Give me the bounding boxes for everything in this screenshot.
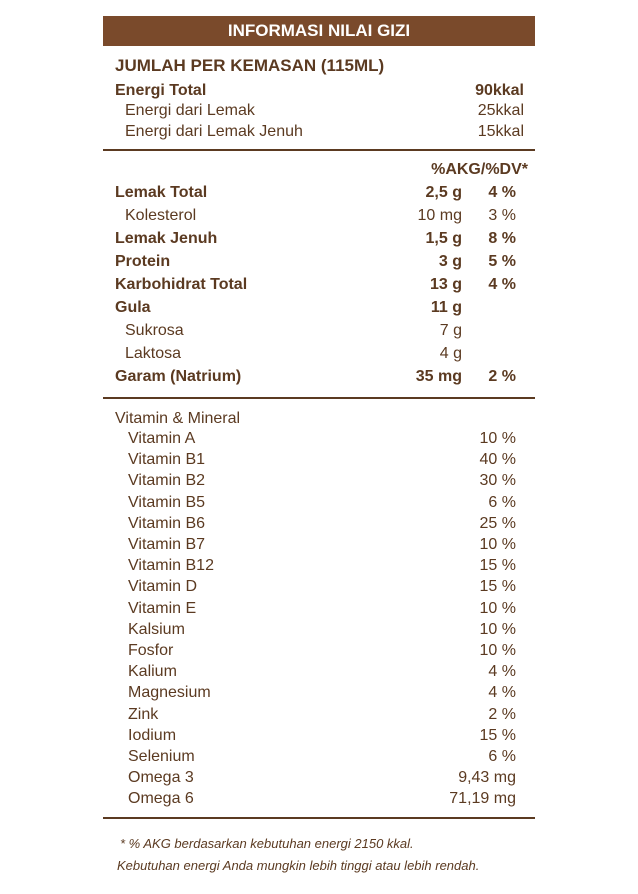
vitamin-value: 25 % [479, 514, 516, 532]
energy-label: Energi Total [115, 82, 207, 99]
vitamin-name: Selenium [128, 748, 195, 765]
vitamin-value: 71,19 mg [449, 790, 516, 808]
nutrient-amount: 35 mg [415, 368, 462, 385]
vitamin-value: 10 % [479, 430, 516, 447]
vitamin-value: 2 % [488, 705, 516, 723]
serving: JUMLAH PER KEMASAN (115ML) [115, 56, 385, 75]
divider [103, 149, 535, 151]
nutrient-name: Karbohidrat Total [115, 276, 248, 293]
vitamin-value: 9,43 mg [458, 769, 516, 787]
vitamin-name: Fosfor [128, 642, 174, 659]
divider [103, 397, 535, 399]
vitamin-name: Magnesium [128, 684, 211, 702]
vitamin-value: 40 % [479, 451, 516, 469]
vitamin-name: Vitamin B7 [128, 536, 206, 553]
vitamin-value: 6 % [488, 493, 516, 511]
title: INFORMASI NILAI GIZI [227, 21, 411, 40]
nutrient-percent: 8 % [488, 230, 516, 247]
vitamin-value: 4 % [488, 684, 516, 702]
header-bar [103, 16, 535, 46]
divider [103, 817, 535, 819]
nutrient-amount: 2,5 g [425, 184, 462, 201]
nutrient-name: Kolesterol [125, 207, 197, 224]
vitamin-value: 4 % [488, 663, 516, 681]
vitamin-value: 10 % [479, 536, 516, 553]
vitamin-name: Kalsium [128, 620, 185, 638]
vitamin-value: 15 % [479, 726, 516, 744]
nutrient-name: Lemak Total [115, 184, 208, 201]
nutrient-name: Protein [115, 253, 171, 270]
nutrient-name: Gula [115, 299, 151, 316]
vitamin-value: 10 % [479, 620, 516, 638]
nutrient-percent: 4 % [488, 276, 516, 293]
nutrient-percent: 5 % [488, 253, 516, 270]
nutrient-amount: 7 g [439, 322, 462, 339]
nutrient-percent: 2 % [488, 368, 516, 385]
vitamin-name: Vitamin E [128, 599, 197, 617]
vitamin-name: Vitamin B12 [128, 557, 214, 575]
vitamin-name: Iodium [128, 726, 177, 744]
nutrient-name: Laktosa [125, 345, 182, 362]
nutrient-amount: 4 g [439, 345, 462, 362]
vitamin-name: Vitamin B6 [128, 514, 206, 532]
vitamin-value: 6 % [488, 748, 516, 765]
nutrient-amount: 1,5 g [425, 230, 462, 247]
nutrient-amount: 13 g [429, 276, 462, 293]
nutrient-name: Lemak Jenuh [115, 230, 218, 247]
vitamin-name: Kalium [128, 663, 177, 681]
energy-label: Energi dari Lemak Jenuh [125, 123, 303, 140]
vitamin-title: Vitamin & Mineral [115, 410, 241, 427]
nutrient-amount: 10 mg [417, 207, 462, 224]
vitamin-name: Vitamin B5 [128, 493, 206, 511]
nutrient-name: Sukrosa [125, 322, 184, 339]
vitamin-value: 15 % [479, 557, 516, 575]
energy-value: 25kkal [477, 102, 524, 119]
vitamin-name: Zink [128, 705, 159, 723]
energy-value: 90kkal [475, 82, 524, 99]
vitamin-value: 30 % [479, 472, 516, 490]
nutrient-percent: 3 % [488, 207, 516, 224]
nutrient-name: Garam (Natrium) [115, 368, 242, 385]
footnote: Kebutuhan energi Anda mungkin lebih ting… [117, 858, 480, 873]
energy-value: 15kkal [477, 123, 524, 140]
footnote: * % AKG berdasarkan kebutuhan energi 215… [120, 836, 414, 851]
nutrient-amount: 3 g [438, 253, 462, 270]
vitamin-name: Vitamin D [128, 578, 198, 596]
vitamin-name: Omega 6 [128, 790, 194, 808]
vitamin-value: 15 % [479, 578, 516, 596]
nutrient-percent: 4 % [488, 184, 516, 201]
vitamin-name: Vitamin B2 [128, 472, 206, 490]
vitamin-name: Omega 3 [128, 769, 194, 787]
vitamin-value: 10 % [479, 642, 516, 659]
vitamin-name: Vitamin B1 [128, 451, 206, 469]
column-header: %AKG/%DV* [431, 161, 528, 178]
vitamin-name: Vitamin A [128, 430, 196, 447]
nutrient-amount: 11 g [430, 299, 462, 316]
vitamin-value: 10 % [479, 599, 516, 617]
energy-label: Energi dari Lemak [125, 102, 255, 119]
